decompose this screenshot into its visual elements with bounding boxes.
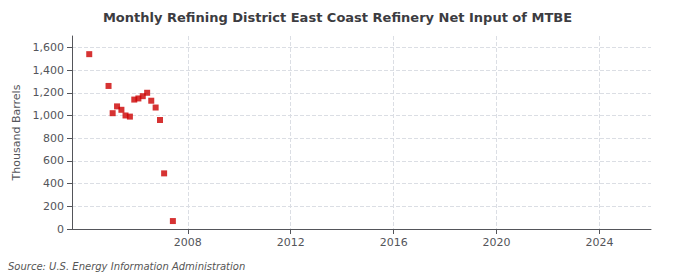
svg-text:1,600: 1,600 [33, 41, 65, 54]
svg-text:Monthly Refining District East: Monthly Refining District East Coast Ref… [103, 10, 572, 25]
svg-text:1,000: 1,000 [33, 109, 65, 122]
svg-text:Source: U.S. Energy Informatio: Source: U.S. Energy Information Administ… [8, 261, 245, 272]
svg-text:2012: 2012 [277, 236, 305, 249]
svg-text:2016: 2016 [380, 236, 408, 249]
svg-text:200: 200 [43, 200, 64, 213]
svg-text:0: 0 [57, 223, 64, 236]
svg-text:600: 600 [43, 154, 64, 167]
svg-text:2008: 2008 [174, 236, 202, 249]
svg-text:2024: 2024 [586, 236, 614, 249]
svg-text:1,400: 1,400 [33, 64, 65, 77]
svg-text:2020: 2020 [483, 236, 511, 249]
svg-text:800: 800 [43, 132, 64, 145]
svg-text:Thousand Barrels: Thousand Barrels [10, 84, 23, 181]
svg-text:1,200: 1,200 [33, 86, 65, 99]
svg-text:400: 400 [43, 177, 64, 190]
